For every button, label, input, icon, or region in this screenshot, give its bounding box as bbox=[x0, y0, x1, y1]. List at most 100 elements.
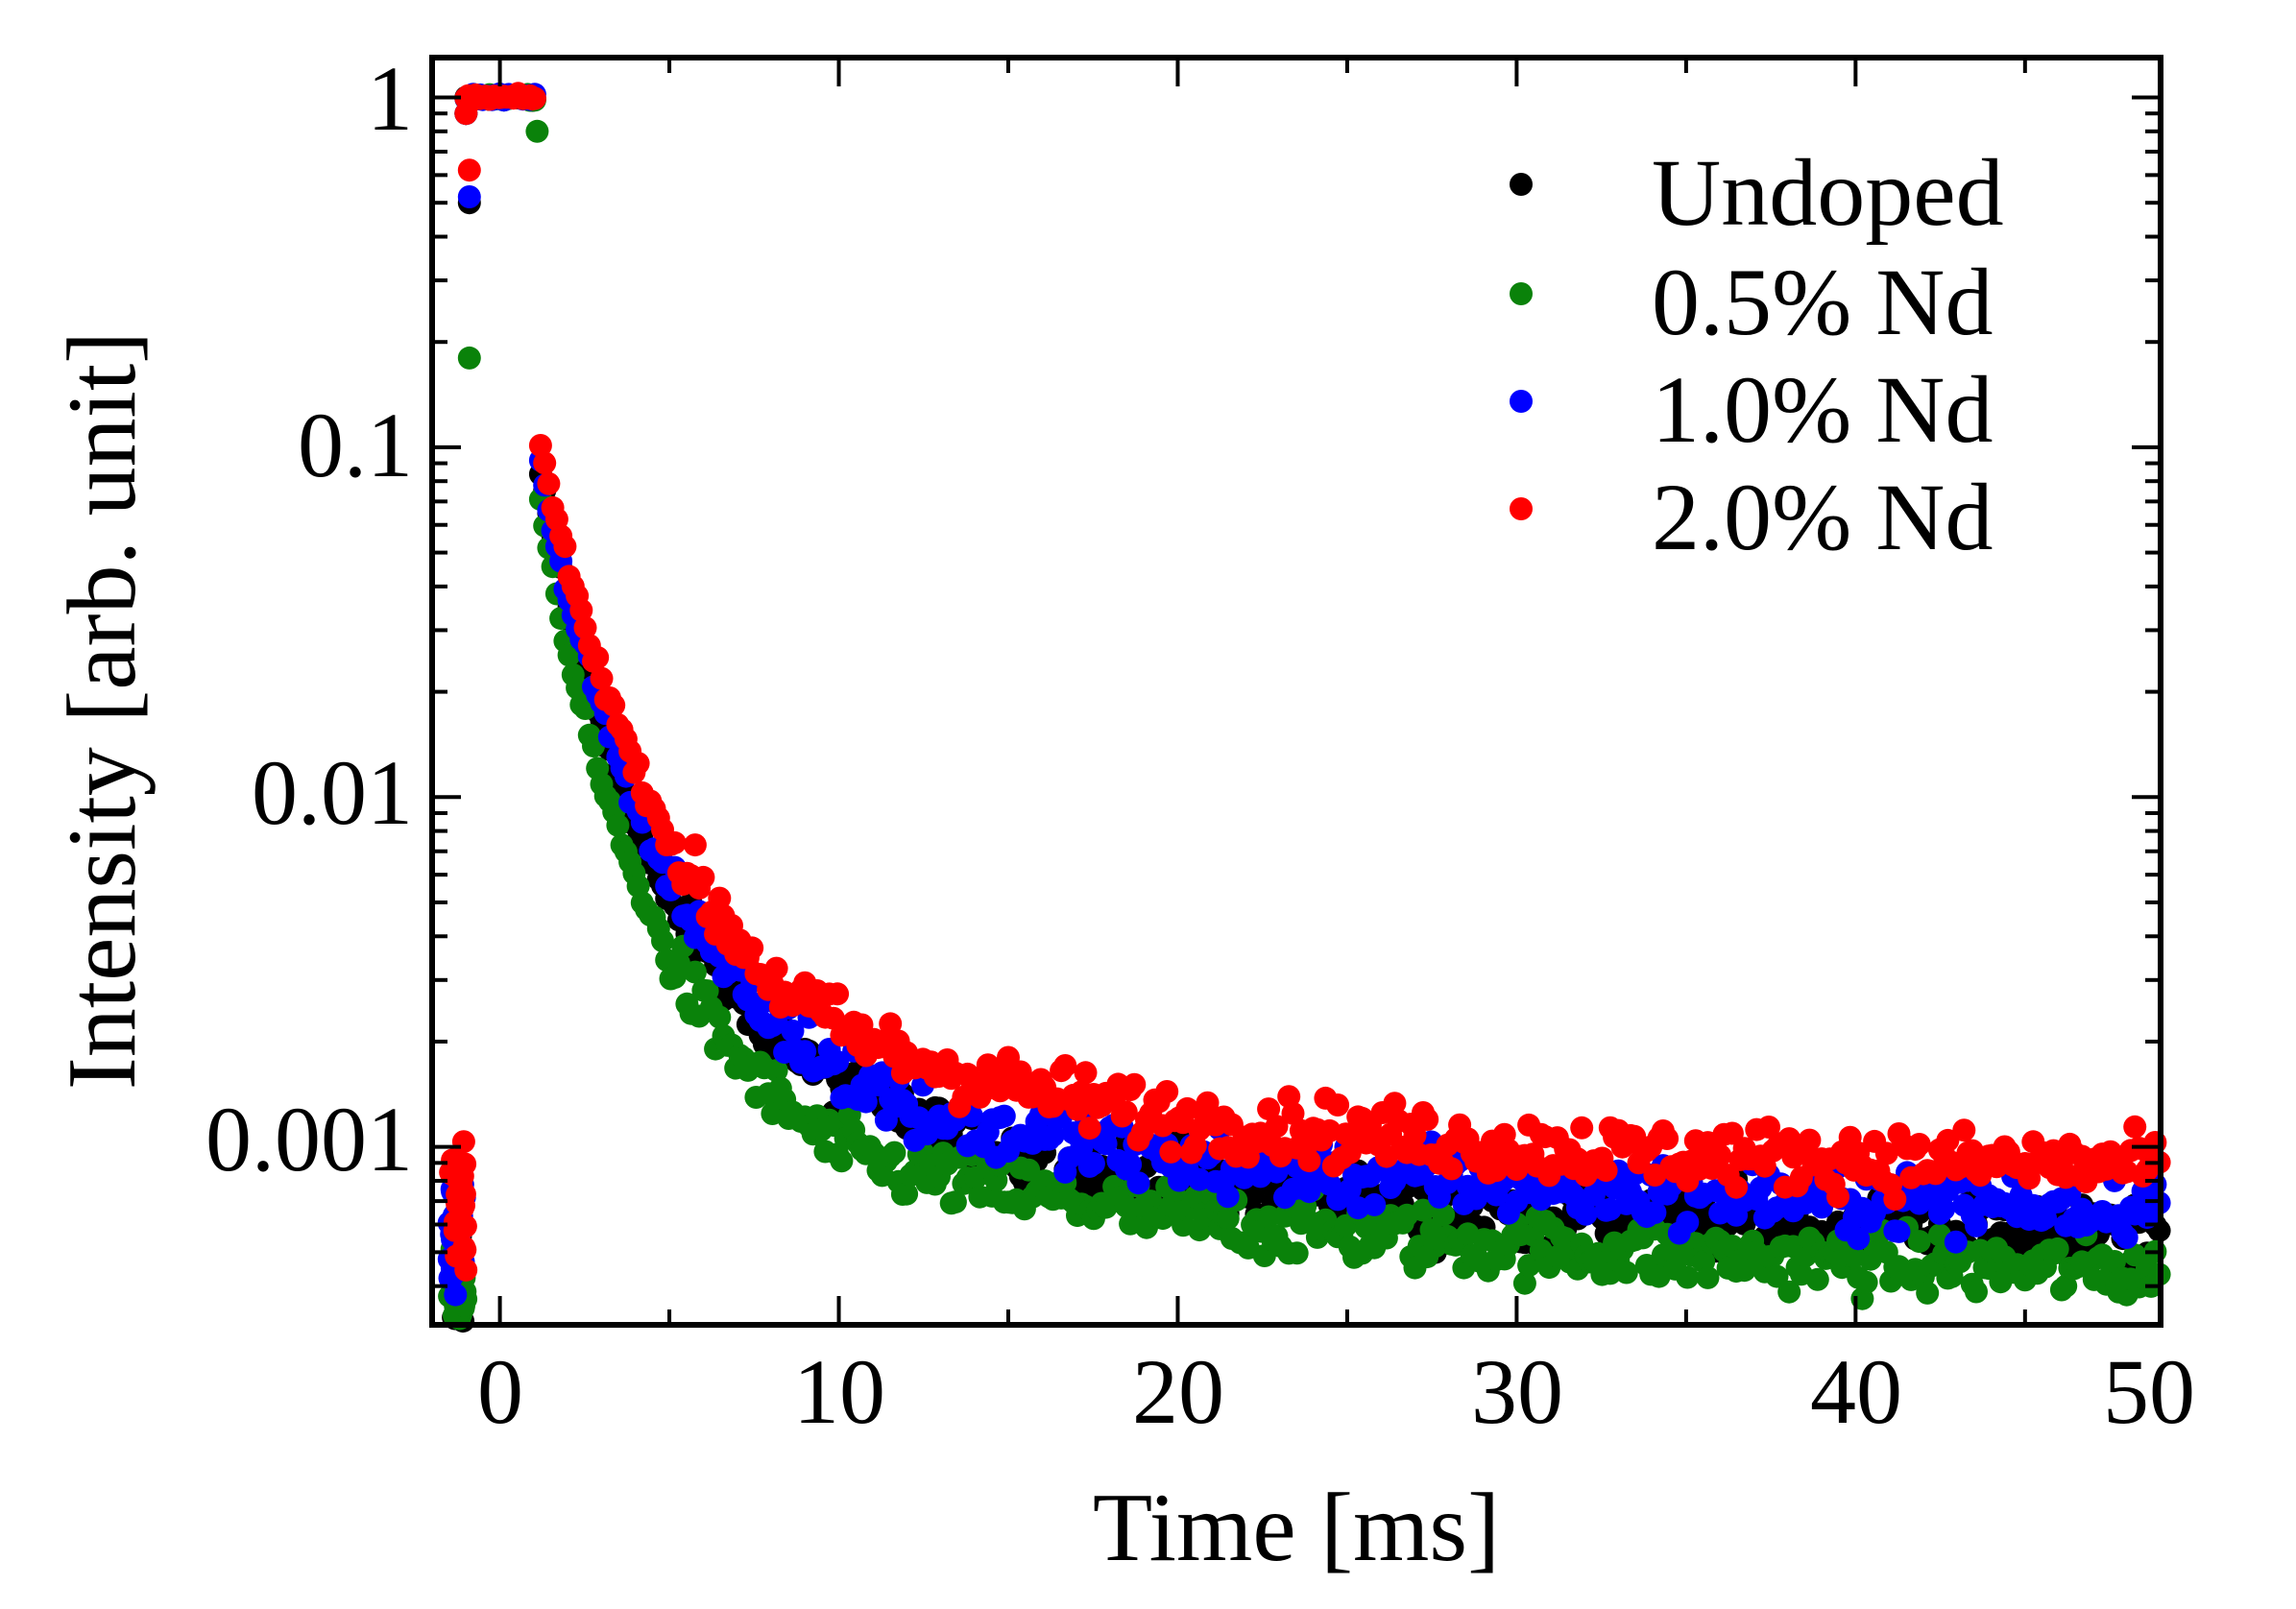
legend-marker-0.5nd bbox=[1510, 282, 1533, 305]
data-point-0-5-nd bbox=[1965, 1280, 1988, 1304]
legend-label-2.0nd: 2.0% Nd bbox=[1652, 464, 1994, 570]
data-point-2-0-nd bbox=[1952, 1118, 1976, 1142]
x-tick-label-0: 0 bbox=[477, 1340, 523, 1443]
x-axis-label: Time [ms] bbox=[1093, 1474, 1500, 1582]
legend-marker-2.0nd bbox=[1510, 497, 1533, 520]
data-point-0-5-nd bbox=[1696, 1265, 1720, 1289]
data-point-2-0-nd bbox=[626, 752, 650, 776]
data-point-2-0-nd bbox=[2123, 1115, 2147, 1139]
data-point-2-0-nd bbox=[1403, 1123, 1427, 1147]
data-point-1-0-nd bbox=[457, 185, 481, 208]
data-point-1-0-nd bbox=[992, 1104, 1016, 1128]
data-point-2-0-nd bbox=[1594, 1159, 1618, 1183]
data-point-2-0-nd bbox=[1114, 1100, 1138, 1124]
data-point-1-0-nd bbox=[781, 1019, 805, 1043]
data-point-2-0-nd bbox=[446, 1166, 469, 1190]
data-point-0-5-nd bbox=[764, 1059, 788, 1083]
data-point-2-0-nd bbox=[826, 982, 850, 1006]
data-point-1-0-nd bbox=[1126, 1171, 1150, 1195]
data-point-2-0-nd bbox=[879, 1012, 903, 1036]
data-point-0-5-nd bbox=[557, 643, 581, 667]
data-point-2-0-nd bbox=[1053, 1054, 1077, 1077]
data-point-2-0-nd bbox=[1656, 1127, 1680, 1150]
data-point-2-0-nd bbox=[708, 886, 732, 910]
data-point-2-0-nd bbox=[602, 693, 626, 717]
data-point-1-0-nd bbox=[1932, 1197, 1956, 1221]
data-point-0-5-nd bbox=[683, 960, 707, 984]
data-point-1-0-nd bbox=[2115, 1226, 2139, 1249]
data-point-2-0-nd bbox=[553, 535, 577, 559]
data-point-2-0-nd bbox=[740, 936, 764, 960]
data-point-2-0-nd bbox=[1415, 1108, 1439, 1131]
data-point-0-5-nd bbox=[1777, 1280, 1801, 1304]
x-tick-label-20: 20 bbox=[1132, 1340, 1224, 1443]
data-point-2-0-nd bbox=[691, 865, 715, 889]
data-point-0-5-nd bbox=[1257, 1205, 1281, 1229]
legend-label-1.0nd: 1.0% Nd bbox=[1652, 356, 1994, 463]
data-point-2-0-nd bbox=[1066, 1097, 1089, 1121]
data-point-2-0-nd bbox=[1439, 1157, 1463, 1181]
data-point-0-5-nd bbox=[457, 346, 481, 370]
data-point-0-5-nd bbox=[1017, 1158, 1041, 1182]
data-point-1-0-nd bbox=[826, 1050, 850, 1074]
y-tick-label-0.01: 0.01 bbox=[252, 741, 413, 844]
data-point-1-0-nd bbox=[1081, 1152, 1105, 1175]
data-point-0-5-nd bbox=[1285, 1241, 1309, 1265]
x-tick-label-40: 40 bbox=[1810, 1340, 1902, 1443]
data-point-0-5-nd bbox=[1916, 1281, 1940, 1305]
data-point-2-0-nd bbox=[1196, 1091, 1220, 1115]
y-axis-label: Intensity [arb. unit] bbox=[48, 331, 157, 1090]
data-point-2-0-nd bbox=[586, 645, 610, 669]
data-point-2-0-nd bbox=[573, 615, 597, 639]
data-point-0-5-nd bbox=[1854, 1270, 1878, 1294]
data-point-0-5-nd bbox=[895, 1182, 919, 1206]
data-point-2-0-nd bbox=[522, 86, 546, 110]
data-point-2-0-nd bbox=[683, 833, 707, 857]
data-point-1-0-nd bbox=[1944, 1230, 1968, 1254]
data-point-2-0-nd bbox=[1798, 1128, 1822, 1152]
data-point-0-5-nd bbox=[1676, 1265, 1700, 1289]
data-point-1-0-nd bbox=[1297, 1180, 1321, 1204]
legend-label-undoped: Undoped bbox=[1652, 139, 2004, 246]
data-point-2-0-nd bbox=[533, 451, 557, 475]
data-point-0-5-nd bbox=[943, 1190, 967, 1214]
y-tick-label-1: 1 bbox=[367, 47, 413, 150]
data-point-1-0-nd bbox=[1070, 1137, 1094, 1160]
x-tick-label-10: 10 bbox=[793, 1340, 885, 1443]
y-tick-label-0.1: 0.1 bbox=[298, 394, 413, 496]
data-point-2-0-nd bbox=[457, 158, 481, 182]
data-point-2-0-nd bbox=[1155, 1080, 1179, 1103]
data-point-0-5-nd bbox=[1432, 1203, 1456, 1227]
data-point-2-0-nd bbox=[1297, 1149, 1321, 1173]
data-point-2-0-nd bbox=[1281, 1101, 1305, 1125]
data-point-0-5-nd bbox=[651, 929, 674, 952]
data-point-0-5-nd bbox=[1412, 1198, 1435, 1222]
data-point-2-0-nd bbox=[453, 1214, 477, 1238]
data-point-2-0-nd bbox=[764, 956, 788, 980]
data-point-2-0-nd bbox=[1708, 1143, 1732, 1167]
data-point-0-5-nd bbox=[1907, 1230, 1931, 1254]
data-point-0-5-nd bbox=[1114, 1194, 1138, 1218]
data-point-0-5-nd bbox=[830, 1149, 854, 1173]
data-point-2-0-nd bbox=[1485, 1159, 1509, 1183]
data-point-2-0-nd bbox=[1326, 1093, 1350, 1117]
data-point-0-5-nd bbox=[708, 1005, 732, 1029]
data-point-0-5-nd bbox=[1216, 1207, 1240, 1231]
data-point-2-0-nd bbox=[569, 598, 593, 622]
data-point-0-5-nd bbox=[1512, 1271, 1536, 1295]
data-point-2-0-nd bbox=[1077, 1117, 1101, 1141]
x-tick-label-50: 50 bbox=[2103, 1340, 2195, 1443]
data-point-0-5-nd bbox=[606, 813, 630, 837]
legend-marker-1.0nd bbox=[1510, 390, 1533, 413]
data-point-2-0-nd bbox=[537, 471, 561, 495]
data-point-1-0-nd bbox=[1643, 1201, 1667, 1224]
data-point-1-0-nd bbox=[793, 1040, 817, 1064]
legend: Undoped 0.5% Nd 1.0% Nd 2.0% Nd bbox=[1510, 139, 2004, 570]
data-point-1-0-nd bbox=[1887, 1219, 1911, 1243]
y-tick-labels: 1 0.1 0.01 0.001 bbox=[205, 47, 413, 1190]
data-point-1-0-nd bbox=[1574, 1202, 1598, 1226]
data-point-2-0-nd bbox=[590, 666, 614, 690]
data-point-1-0-nd bbox=[1119, 1153, 1143, 1176]
data-point-2-0-nd bbox=[1123, 1072, 1147, 1096]
